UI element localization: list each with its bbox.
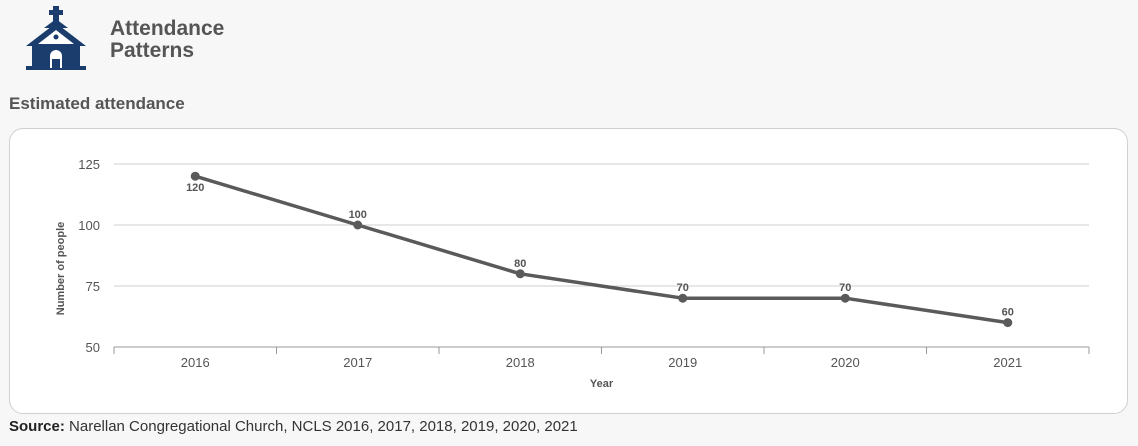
header: Attendance Patterns xyxy=(22,6,224,70)
data-point xyxy=(353,220,363,230)
section-subtitle: Estimated attendance xyxy=(9,94,185,113)
attendance-line-chart: 50 75 100 125 2016 2017 2018 2019 2020 2021 Year Nu… xyxy=(55,157,1090,390)
series-line xyxy=(194,174,1009,325)
source-label: Source: xyxy=(9,418,65,435)
x-tick-label: 2016 xyxy=(181,355,210,370)
data-point xyxy=(1003,318,1013,328)
data-label: 100 xyxy=(349,209,367,221)
data-label: 70 xyxy=(839,282,851,294)
x-tick-label: 2019 xyxy=(668,355,697,370)
page-title: Attendance Patterns xyxy=(110,18,224,62)
data-point xyxy=(840,293,850,303)
title-line-2: Patterns xyxy=(110,39,195,62)
x-tick-label: 2020 xyxy=(831,355,860,370)
data-point xyxy=(515,269,525,279)
title-line-1: Attendance xyxy=(110,17,225,40)
chart-panel: 50 75 100 125 2016 2017 2018 2019 2020 2021 Year Nu… xyxy=(9,128,1128,414)
data-label: 70 xyxy=(677,282,689,294)
x-axis-title: Year xyxy=(590,378,614,390)
source-note: Source: Narellan Congregational Church, … xyxy=(9,418,578,435)
church-icon xyxy=(26,6,86,70)
y-axis-title: Number of people xyxy=(55,222,67,316)
data-point xyxy=(190,171,200,181)
x-tick-label: 2017 xyxy=(343,355,372,370)
data-label: 120 xyxy=(186,182,204,194)
y-tick-label: 75 xyxy=(86,279,100,294)
data-point xyxy=(678,293,688,303)
data-label: 80 xyxy=(514,258,526,270)
y-tick-label: 50 xyxy=(86,340,100,355)
y-tick-label: 100 xyxy=(78,218,100,233)
x-tick-label: 2018 xyxy=(506,355,535,370)
y-tick-label: 125 xyxy=(78,157,100,172)
data-label: 60 xyxy=(1002,307,1014,319)
source-text: Narellan Congregational Church, NCLS 201… xyxy=(69,418,578,435)
x-tick-label: 2021 xyxy=(993,355,1022,370)
